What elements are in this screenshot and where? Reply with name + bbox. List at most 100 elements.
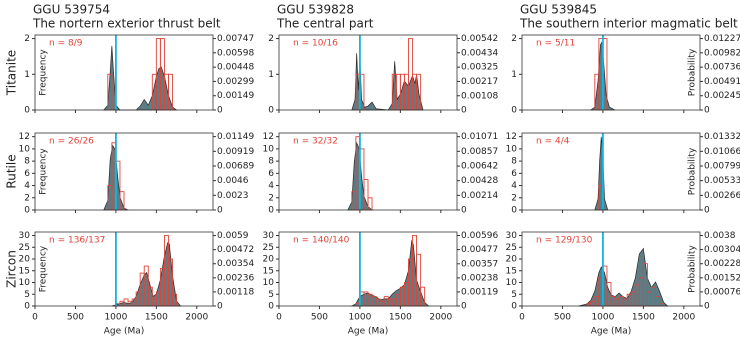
kde-area	[103, 45, 178, 111]
y-tick-label: 0	[511, 206, 517, 216]
y2-tick-label: 0.00472	[217, 245, 254, 255]
y-tick-label: 1	[511, 70, 517, 80]
x-tick-label: 2000	[185, 313, 208, 323]
y-tick-label: 30	[19, 231, 31, 241]
y-tick-label: 0	[24, 106, 30, 116]
y-tick-label: 1	[24, 70, 30, 80]
y-tick-label: 8	[24, 157, 30, 167]
x-tick-label: 1000	[348, 313, 371, 323]
y-tick-label: 2	[511, 34, 517, 44]
panel-subtitle: The southern interior magmatic belt	[519, 17, 738, 31]
y2-tick-label: 0.00238	[461, 273, 498, 283]
y2-tick-label: 0	[704, 206, 710, 216]
y2-tick-label: 0.00533	[704, 176, 740, 186]
frame	[521, 34, 701, 111]
y2-tick-label: 0.0023	[217, 191, 249, 201]
sample-count: n = 129/130	[536, 236, 593, 246]
y-tick-label: 2	[268, 34, 274, 44]
y-tick-label: 12	[506, 132, 517, 142]
y-tick-label: 5	[268, 290, 274, 300]
y2-tick-label: 0.00857	[461, 147, 498, 157]
y2-tick-label: 0.00217	[461, 77, 498, 87]
y-tick-label: 25	[19, 243, 30, 253]
y-tick-label: 15	[263, 266, 274, 276]
y2-tick-label: 0.00149	[217, 91, 254, 101]
y2-tick-label: 0.00982	[704, 48, 740, 58]
y-tick-label: 6	[511, 169, 517, 179]
y-tick-label: 8	[268, 157, 274, 167]
y-tick-label: 4	[511, 181, 517, 191]
x-tick-label: 0	[276, 313, 282, 323]
y2-tick-label: 0.0046	[217, 176, 249, 186]
x-tick-label: 1500	[632, 313, 655, 323]
x-axis-label: Age (Ma)	[104, 327, 145, 337]
sample-count: n = 4/4	[536, 137, 570, 147]
sample-count: n = 8/9	[49, 39, 83, 49]
y-axis-label: Probability	[688, 48, 698, 96]
y2-tick-label: 0.00357	[461, 259, 498, 269]
y2-tick-label: 0.00354	[217, 259, 254, 269]
sample-count: n = 26/26	[49, 137, 94, 147]
panel-subtitle: The central part	[276, 17, 374, 31]
x-tick-label: 500	[67, 313, 84, 323]
y-tick-label: 6	[24, 169, 30, 179]
row-label: Rutile	[5, 154, 19, 188]
y2-tick-label: 0	[461, 302, 467, 312]
x-tick-label: 500	[554, 313, 571, 323]
y2-tick-label: 0.00799	[704, 162, 740, 172]
y-tick-label: 2	[511, 193, 517, 203]
y-tick-label: 8	[511, 157, 517, 167]
y-tick-label: 10	[506, 144, 518, 154]
sample-count: n = 140/140	[293, 236, 350, 246]
x-tick-label: 1500	[145, 313, 168, 323]
y-tick-label: 15	[506, 266, 517, 276]
y2-tick-label: 0.01332	[704, 132, 740, 142]
y-tick-label: 30	[263, 231, 275, 241]
x-tick-label: 2000	[672, 313, 695, 323]
y2-tick-label: 0.00596	[461, 231, 498, 241]
y-tick-label: 0	[511, 106, 517, 116]
y-tick-label: 20	[19, 255, 31, 265]
y2-tick-label: 0.00214	[461, 191, 498, 201]
y2-tick-label: 0	[461, 206, 467, 216]
y-tick-label: 0	[268, 206, 274, 216]
y-tick-label: 10	[19, 278, 31, 288]
y2-tick-label: 0.00304	[704, 245, 740, 255]
y-axis-label: Frequency	[39, 148, 49, 195]
frame	[278, 132, 458, 211]
y-tick-label: 4	[268, 181, 274, 191]
y2-tick-label: 0.0038	[704, 231, 736, 241]
y-tick-label: 20	[506, 255, 518, 265]
y2-tick-label: 0.00448	[217, 63, 254, 73]
y-tick-label: 4	[24, 181, 30, 191]
frame	[521, 132, 701, 211]
x-tick-label: 500	[311, 313, 328, 323]
y-tick-label: 10	[263, 144, 275, 154]
y2-tick-label: 0.00598	[217, 48, 254, 58]
y-tick-label: 5	[511, 290, 517, 300]
y-axis-label: Probability	[688, 245, 698, 293]
y-tick-label: 6	[268, 169, 274, 179]
panel-subtitle: The nortern exterior thrust belt	[32, 17, 221, 31]
y2-tick-label: 0.0059	[217, 231, 249, 241]
sample-count: n = 136/137	[49, 236, 105, 246]
y2-tick-label: 0	[704, 106, 710, 116]
kde-area	[111, 242, 182, 307]
x-tick-label: 0	[32, 313, 38, 323]
y2-tick-label: 0	[217, 302, 223, 312]
y2-tick-label: 0.00736	[704, 63, 740, 73]
row-label: Titanite	[5, 50, 19, 96]
y2-tick-label: 0.00266	[704, 191, 740, 201]
y2-tick-label: 0.00747	[217, 34, 254, 44]
x-tick-label: 1500	[389, 313, 412, 323]
y2-tick-label: 0.00428	[461, 176, 498, 186]
y-tick-label: 0	[268, 302, 274, 312]
y2-tick-label: 0.00434	[461, 48, 498, 58]
y-tick-label: 5	[24, 290, 30, 300]
y2-tick-label: 0	[217, 106, 223, 116]
y-tick-label: 10	[506, 278, 518, 288]
kde-area	[594, 136, 609, 211]
y-tick-label: 15	[19, 266, 30, 276]
y-tick-label: 25	[506, 243, 517, 253]
